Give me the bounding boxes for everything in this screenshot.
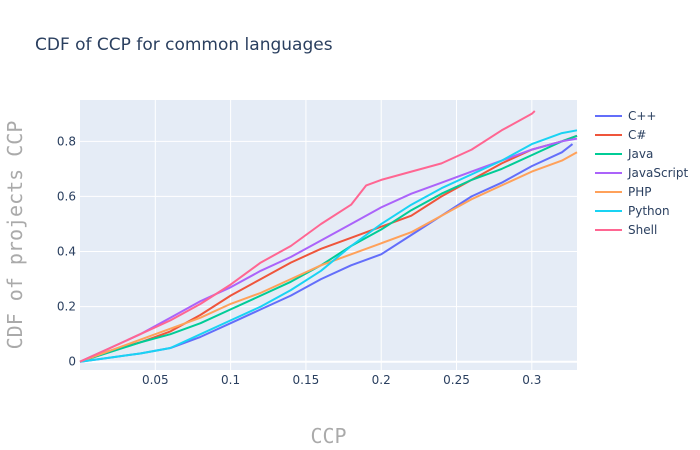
y-tick-label: 0.6	[57, 189, 76, 203]
series-lines	[79, 110, 578, 363]
series-line-shell	[79, 110, 536, 363]
x-tick-label: 0.05	[142, 373, 169, 387]
legend-item-label[interactable]: PHP	[628, 185, 652, 199]
y-axis-ticks: 0 0.2 0.4 0.6 0.8	[57, 134, 76, 368]
legend-item-label[interactable]: JavaScript	[627, 166, 688, 180]
x-tick-label: 0.15	[293, 373, 320, 387]
legend-item-label[interactable]: Shell	[628, 223, 657, 237]
x-axis-title: CCP	[310, 424, 346, 448]
chart-title: CDF of CCP for common languages	[35, 35, 333, 55]
series-line-csharp	[79, 134, 578, 363]
y-tick-label: 0	[68, 355, 76, 369]
x-tick-label: 0.3	[522, 373, 541, 387]
y-tick-label: 0.4	[57, 245, 76, 259]
series-line-php	[79, 151, 578, 363]
legend-item-label[interactable]: Python	[628, 204, 670, 218]
legend: C++ C# Java JavaScript PHP Python Shell	[595, 109, 688, 237]
legend-item-label[interactable]: C++	[628, 109, 657, 123]
y-tick-label: 0.8	[57, 134, 76, 148]
y-tick-label: 0.2	[57, 300, 76, 314]
x-tick-label: 0.2	[372, 373, 391, 387]
plot-background	[80, 100, 577, 370]
series-line-python	[79, 129, 578, 363]
x-tick-label: 0.25	[443, 373, 470, 387]
y-axis-title: CDF of projects CCP	[3, 121, 27, 350]
legend-item-label[interactable]: Java	[627, 147, 653, 161]
series-line-java	[79, 134, 578, 363]
x-tick-label: 0.1	[221, 373, 240, 387]
x-axis-ticks: 0.05 0.1 0.15 0.2 0.25 0.3	[142, 373, 541, 387]
legend-item-label[interactable]: C#	[628, 128, 646, 142]
